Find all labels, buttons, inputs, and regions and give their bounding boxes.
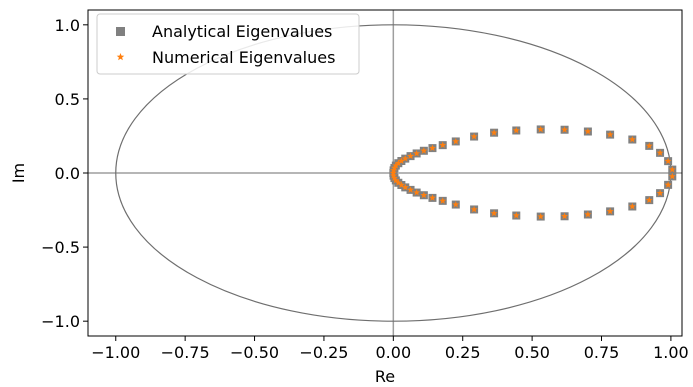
- numerical-eigenvalue-point: [470, 132, 478, 140]
- numerical-eigenvalue-point: [512, 211, 520, 219]
- numerical-eigenvalue-point: [561, 126, 569, 133]
- numerical-eigenvalue-point: [413, 188, 421, 196]
- numerical-eigenvalue-point: [664, 157, 672, 165]
- numerical-eigenvalue-point: [429, 194, 436, 201]
- y-tick-label: 0.5: [55, 90, 80, 109]
- numerical-eigenvalue-point: [606, 131, 614, 138]
- numerical-eigenvalue-point: [397, 157, 405, 164]
- numerical-eigenvalue-point: [413, 149, 421, 157]
- x-tick-label: 1.00: [653, 343, 689, 362]
- numerical-eigenvalue-point: [401, 155, 409, 162]
- numerical-eigenvalue-point: [420, 147, 428, 154]
- numerical-eigenvalue-point: [407, 186, 414, 193]
- numerical-eigenvalue-point: [656, 149, 664, 156]
- numerical-eigenvalue-point: [407, 152, 414, 160]
- numerical-eigenvalue-point: [470, 205, 478, 213]
- y-axis-label: Im: [9, 163, 28, 183]
- numerical-eigenvalue-point: [390, 172, 398, 179]
- numerical-eigenvalue-point: [512, 126, 520, 134]
- numerical-eigenvalue-point: [656, 189, 664, 197]
- x-tick-label: 0.25: [445, 343, 481, 362]
- numerical-eigenvalue-point: [452, 137, 460, 145]
- numerical-eigenvalue-point: [391, 174, 398, 181]
- y-tick-label: 0.0: [55, 164, 80, 183]
- y-tick-label: 1.0: [55, 16, 80, 35]
- numerical-eigenvalue-point: [645, 142, 653, 149]
- numerical-eigenvalue-point: [420, 191, 428, 199]
- numerical-eigenvalue-point: [668, 172, 676, 180]
- x-tick-label: 0.75: [584, 343, 620, 362]
- numerical-eigenvalue-point: [389, 169, 397, 176]
- numerical-eigenvalue-point: [584, 210, 592, 218]
- numerical-eigenvalue-point: [452, 200, 460, 208]
- numerical-eigenvalue-point: [584, 127, 592, 135]
- numerical-eigenvalue-point: [490, 129, 498, 136]
- y-tick-label: −1.0: [41, 312, 80, 331]
- numerical-eigenvalue-point: [628, 202, 636, 210]
- y-tick-label: −0.5: [41, 238, 80, 257]
- x-tick-label: −0.25: [299, 343, 348, 362]
- numerical-eigenvalue-point: [394, 159, 402, 167]
- numerical-eigenvalue-point: [394, 179, 402, 186]
- x-tick-label: −0.50: [230, 343, 279, 362]
- numerical-eigenvalue-point: [429, 144, 436, 152]
- numerical-eigenvalue-point: [490, 209, 498, 217]
- legend-entry-analytical: Analytical Eigenvalues: [152, 22, 332, 41]
- numerical-eigenvalue-point: [397, 181, 405, 188]
- numerical-eigenvalue-point: [392, 176, 400, 184]
- legend-marker-analytical: [116, 27, 125, 36]
- numerical-eigenvalue-point: [392, 161, 400, 169]
- numerical-eigenvalue-point: [537, 125, 545, 133]
- x-tick-label: −1.00: [91, 343, 140, 362]
- numerical-eigenvalue-point: [537, 212, 545, 220]
- numerical-eigenvalue-point: [668, 165, 676, 173]
- x-tick-label: −0.75: [161, 343, 210, 362]
- numerical-eigenvalue-point: [561, 212, 569, 220]
- numerical-eigenvalue-point: [628, 135, 636, 143]
- legend-entry-numerical: Numerical Eigenvalues: [152, 48, 335, 67]
- legend-box: [96, 13, 360, 75]
- numerical-eigenvalue-point: [439, 141, 447, 149]
- numerical-eigenvalue-point: [439, 197, 447, 204]
- legend: Analytical Eigenvalues Numerical Eigenva…: [96, 13, 360, 75]
- legend-marker-numerical: [116, 53, 125, 61]
- numerical-eigenvalue-point: [401, 183, 409, 191]
- x-tick-label: 0.50: [514, 343, 550, 362]
- numerical-eigenvalue-point: [645, 196, 653, 204]
- x-axis-label: Re: [375, 367, 395, 386]
- numerical-eigenvalue-point: [664, 181, 672, 188]
- x-tick-label: 0.00: [376, 343, 412, 362]
- numerical-eigenvalue-point: [606, 207, 614, 215]
